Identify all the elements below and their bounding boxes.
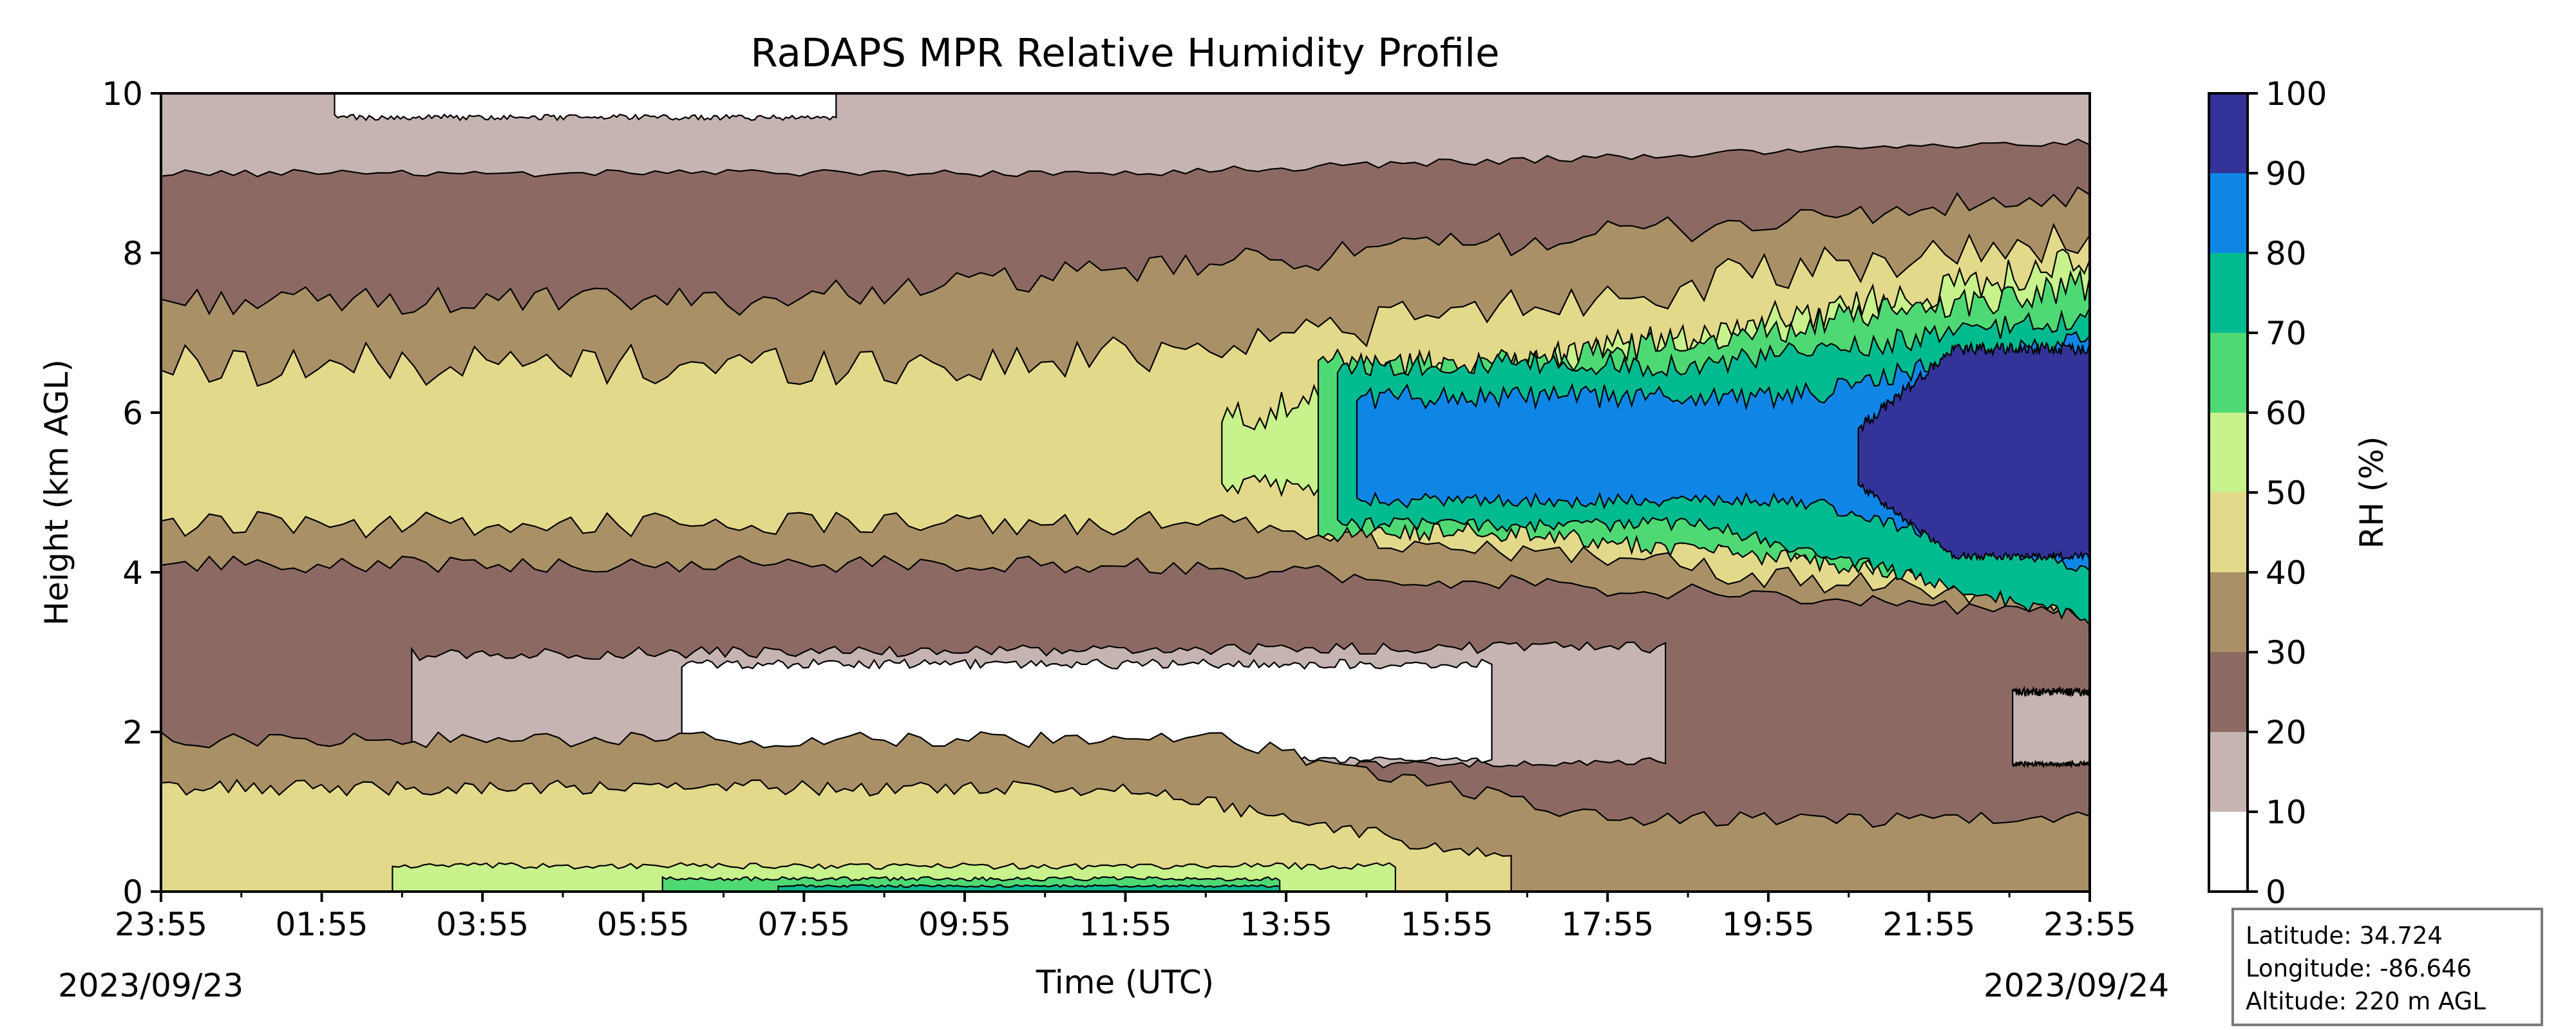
x-axis: 23:55 01:55 03:55 05:55 07:55 09:55 11:55 13:55… xyxy=(115,892,2136,943)
x-tick-label: 01:55 xyxy=(276,906,368,943)
station-info-box: Latitude: 34.724 Longitude: -86.646 Alti… xyxy=(2231,908,2543,1026)
colorbar-label: RH (%) xyxy=(2353,436,2391,549)
band-upper-very-dry xyxy=(334,93,837,122)
y-axis: 0 2 4 6 8 10 xyxy=(102,75,161,911)
colorbar-segment xyxy=(2209,413,2248,492)
x-tick-label: 05:55 xyxy=(597,906,690,943)
colorbar-tick-label: 70 xyxy=(2266,315,2307,352)
band-mid-navy xyxy=(1857,341,2090,561)
colorbar-tick-label: 80 xyxy=(2266,235,2307,272)
colorbar-tick-label: 30 xyxy=(2266,634,2307,671)
colorbar-segment xyxy=(2209,572,2248,652)
x-tick-label: 07:55 xyxy=(757,906,850,943)
colorbar-tick-label: 20 xyxy=(2266,714,2307,751)
colorbar-segment xyxy=(2209,333,2248,413)
y-tick-label: 2 xyxy=(122,714,143,751)
latitude-text: Latitude: 34.724 xyxy=(2246,922,2443,950)
colorbar-tick-label: 90 xyxy=(2266,155,2307,192)
colorbar-segment xyxy=(2209,253,2248,333)
altitude-text: Altitude: 220 m AGL xyxy=(2246,988,2486,1015)
colorbar-tick-label: 50 xyxy=(2266,474,2307,512)
chart-title: RaDAPS MPR Relative Humidity Profile xyxy=(750,30,1499,76)
x-tick-label: 13:55 xyxy=(1240,906,1332,943)
x-tick-label: 23:55 xyxy=(2043,906,2136,943)
end-date: 2023/09/24 xyxy=(1984,967,2169,1004)
start-date: 2023/09/23 xyxy=(58,967,243,1004)
longitude-text: Longitude: -86.646 xyxy=(2246,955,2472,982)
colorbar-segment xyxy=(2209,93,2248,173)
colorbar-segment xyxy=(2209,492,2248,572)
x-tick-label: 21:55 xyxy=(1882,906,1975,943)
x-axis-label: Time (UTC) xyxy=(1036,964,1214,1001)
x-tick-label: 03:55 xyxy=(436,906,529,943)
y-tick-label: 10 xyxy=(102,75,143,113)
colorbar-tick-label: 40 xyxy=(2266,554,2307,592)
y-tick-label: 0 xyxy=(122,874,143,911)
x-tick-label: 09:55 xyxy=(918,906,1011,943)
colorbar-tick-label: 60 xyxy=(2266,395,2307,432)
colorbar-segment xyxy=(2209,732,2248,812)
contour-field xyxy=(161,93,2090,892)
colorbar: 0 10 20 30 40 50 60 70 80 90 100 xyxy=(2208,75,2327,911)
colorbar-segment xyxy=(2209,652,2248,732)
x-tick-label: 23:55 xyxy=(115,906,207,943)
x-tick-label: 11:55 xyxy=(1079,906,1171,943)
y-axis-label: Height (km AGL) xyxy=(38,359,75,626)
colorbar-tick-label: 10 xyxy=(2266,794,2307,831)
x-tick-label: 17:55 xyxy=(1561,906,1654,943)
band-surface-teal xyxy=(777,884,1281,892)
y-tick-label: 6 xyxy=(122,395,143,432)
colorbar-tick-label: 100 xyxy=(2266,75,2327,113)
colorbar-segment xyxy=(2209,173,2248,253)
y-tick-label: 8 xyxy=(122,235,143,272)
y-tick-label: 4 xyxy=(122,554,143,592)
colorbar-segment xyxy=(2209,812,2248,892)
band-low-dry-right xyxy=(2012,686,2090,769)
x-tick-label: 15:55 xyxy=(1401,906,1493,943)
colorbar-tick-label: 0 xyxy=(2266,874,2286,911)
x-tick-label: 19:55 xyxy=(1722,906,1815,943)
